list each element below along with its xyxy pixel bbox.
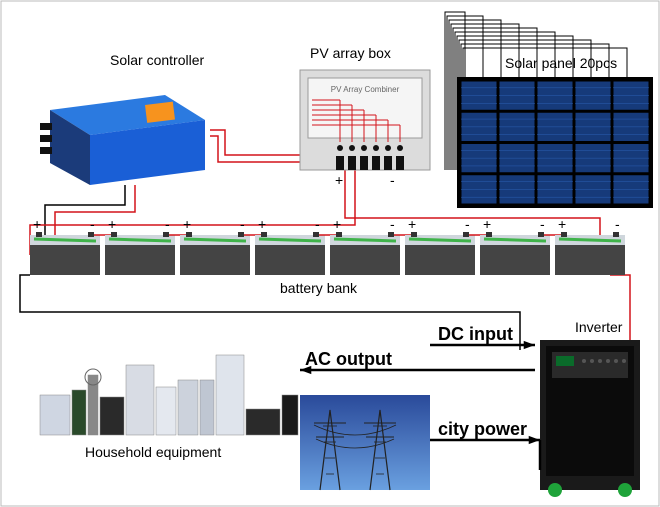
label-pv-array-box: PV array box: [310, 45, 391, 61]
solar-controller: [40, 95, 205, 185]
svg-text:-: -: [465, 216, 470, 232]
svg-text:+: +: [333, 216, 341, 232]
solar-panels: [457, 77, 653, 208]
svg-text:+: +: [558, 216, 566, 232]
svg-text:+: +: [108, 216, 116, 232]
pv-array-box: PV Array Combiner: [300, 70, 430, 170]
inverter: [540, 340, 640, 497]
svg-text:+: +: [183, 216, 191, 232]
city-power: [300, 395, 430, 490]
label-ac-output: AC output: [305, 349, 392, 369]
svg-text:-: -: [390, 172, 395, 188]
svg-text:+: +: [335, 172, 343, 188]
svg-text:-: -: [540, 216, 545, 232]
battery-bank: [30, 232, 625, 275]
label-solar-panels: Solar panel 20pcs: [505, 55, 617, 71]
svg-text:-: -: [615, 216, 620, 232]
svg-text:-: -: [315, 216, 320, 232]
label-solar-controller: Solar controller: [110, 52, 204, 68]
svg-text:+: +: [408, 216, 416, 232]
svg-text:+: +: [483, 216, 491, 232]
label-household: Household equipment: [85, 444, 221, 460]
label-inverter: Inverter: [575, 319, 623, 335]
svg-text:+: +: [258, 216, 266, 232]
label-city-power: city power: [438, 419, 527, 439]
svg-text:+: +: [33, 216, 41, 232]
household-equipment: [40, 355, 298, 435]
label-battery-bank: battery bank: [280, 280, 358, 296]
svg-text:PV Array Combiner: PV Array Combiner: [331, 85, 400, 94]
svg-text:-: -: [240, 216, 245, 232]
label-dc-input: DC input: [438, 324, 513, 344]
svg-text:-: -: [165, 216, 170, 232]
svg-text:-: -: [390, 216, 395, 232]
svg-text:-: -: [90, 216, 95, 232]
